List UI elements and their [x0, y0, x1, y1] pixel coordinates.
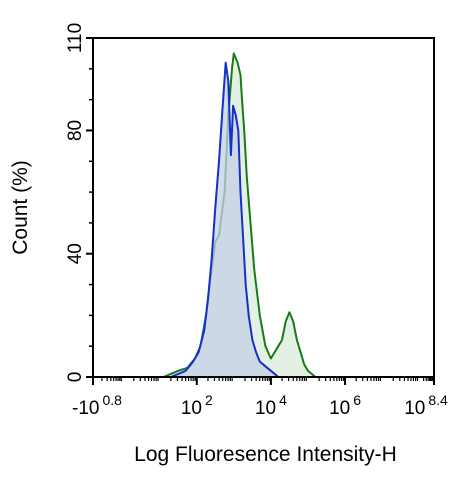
- x-tick-label: 10 2: [181, 392, 213, 419]
- x-tick-label: 10 8.4: [404, 392, 448, 419]
- y-tick-label: 80: [65, 120, 86, 141]
- y-axis-title: Count (%): [9, 160, 32, 255]
- plot-area: [157, 52, 320, 378]
- series-2-area: [159, 62, 284, 377]
- y-tick-label: 40: [65, 243, 86, 264]
- y-tick-label: 0: [65, 372, 86, 383]
- plot-frame: [92, 37, 435, 378]
- series-2-line: [159, 61, 284, 378]
- x-axis-title: Log Fluoresence Intensity-H: [134, 443, 397, 466]
- y-tick-label: 110: [65, 23, 86, 53]
- x-tick-label: 10 6: [329, 392, 361, 419]
- x-tick-label: 10 4: [255, 392, 287, 419]
- x-axis: -10 0.8 10 2 10 4 10 6 10 8.4: [72, 377, 448, 419]
- y-axis: 0 40 80 110: [65, 23, 93, 382]
- x-tick-label: -10 0.8: [72, 392, 122, 419]
